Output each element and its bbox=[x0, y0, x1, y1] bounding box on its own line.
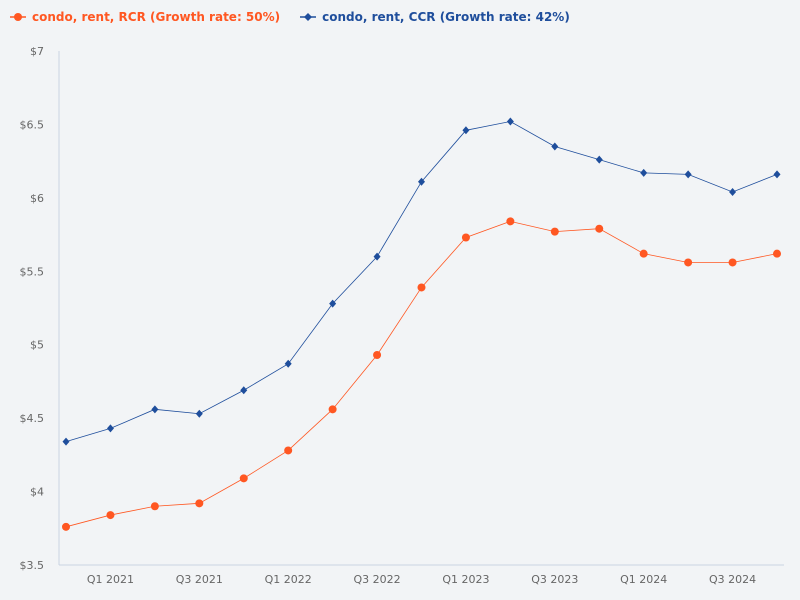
x-tick-label: Q3 2024 bbox=[709, 573, 756, 586]
data-point bbox=[550, 227, 559, 236]
data-point bbox=[195, 409, 203, 418]
data-point bbox=[462, 126, 470, 135]
y-tick-label: $4.5 bbox=[20, 412, 45, 425]
data-point bbox=[506, 117, 514, 126]
diamond-marker-icon bbox=[300, 13, 317, 21]
y-tick-label: $5 bbox=[30, 339, 44, 352]
legend-item-ccr[interactable]: condo, rent, CCR (Growth rate: 42%) bbox=[300, 10, 570, 24]
data-point bbox=[640, 168, 648, 177]
y-tick-label: $4 bbox=[30, 486, 44, 499]
data-point bbox=[728, 258, 737, 267]
y-tick-label: $6.5 bbox=[20, 118, 45, 131]
data-point bbox=[62, 522, 70, 531]
data-point bbox=[461, 233, 470, 242]
data-point bbox=[595, 155, 603, 164]
data-point bbox=[684, 170, 692, 179]
data-point bbox=[151, 405, 159, 414]
data-point bbox=[328, 405, 337, 414]
legend-label-rcr: condo, rent, RCR (Growth rate: 50%) bbox=[32, 10, 281, 24]
data-point bbox=[284, 359, 292, 368]
y-tick-label: $5.5 bbox=[20, 265, 45, 278]
data-point bbox=[284, 446, 293, 455]
x-tick-label: Q3 2022 bbox=[353, 573, 400, 586]
x-tick-label: Q1 2021 bbox=[87, 573, 134, 586]
data-point bbox=[240, 386, 248, 395]
circle-marker-icon bbox=[10, 13, 26, 21]
data-point bbox=[417, 283, 426, 292]
data-point bbox=[773, 249, 781, 258]
data-point bbox=[639, 249, 648, 258]
data-point bbox=[62, 437, 70, 446]
data-point bbox=[373, 252, 381, 261]
y-tick-label: $3.5 bbox=[20, 559, 45, 572]
data-point bbox=[106, 424, 114, 433]
x-tick-label: Q1 2022 bbox=[265, 573, 312, 586]
legend: condo, rent, RCR (Growth rate: 50%) cond… bbox=[10, 10, 570, 24]
series-line-1 bbox=[65, 121, 778, 443]
legend-label-ccr: condo, rent, CCR (Growth rate: 42%) bbox=[322, 10, 570, 24]
y-tick-label: $7 bbox=[30, 45, 44, 58]
data-point bbox=[773, 170, 781, 179]
data-point bbox=[329, 299, 337, 308]
series-line-0 bbox=[65, 220, 778, 528]
data-point bbox=[506, 217, 515, 226]
x-tick-label: Q3 2023 bbox=[531, 573, 578, 586]
data-point bbox=[106, 511, 115, 520]
x-tick-label: Q1 2023 bbox=[442, 573, 489, 586]
data-point bbox=[239, 474, 248, 483]
data-point bbox=[551, 142, 559, 151]
data-point bbox=[729, 187, 737, 196]
x-tick-label: Q1 2024 bbox=[620, 573, 667, 586]
data-point bbox=[684, 258, 693, 267]
data-point bbox=[195, 499, 204, 508]
data-point bbox=[373, 350, 382, 359]
x-tick-label: Q3 2021 bbox=[176, 573, 223, 586]
data-point bbox=[595, 224, 604, 233]
legend-item-rcr[interactable]: condo, rent, RCR (Growth rate: 50%) bbox=[10, 10, 280, 24]
data-point bbox=[418, 177, 425, 186]
data-point bbox=[150, 502, 159, 511]
y-tick-label: $6 bbox=[30, 192, 44, 205]
